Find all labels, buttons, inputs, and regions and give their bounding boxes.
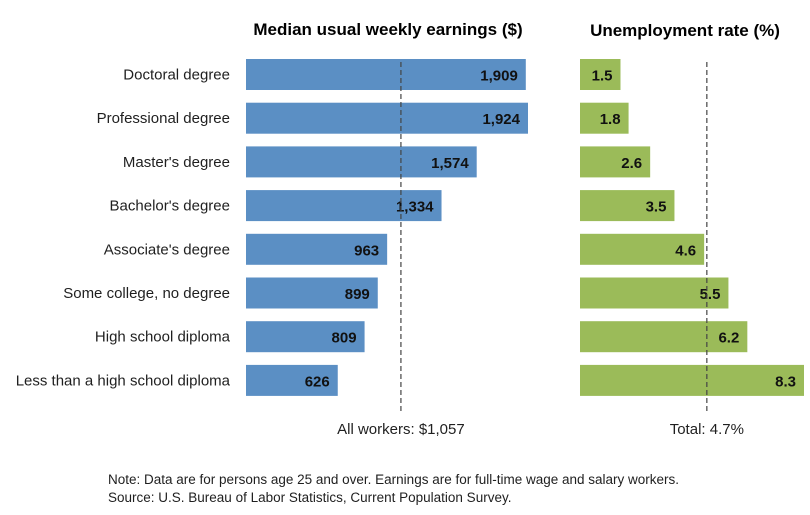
category-label: Master's degree (123, 154, 230, 171)
unemployment-value-label: 4.6 (675, 242, 696, 259)
unemployment-bar (580, 277, 729, 309)
category-label: Bachelor's degree (110, 198, 230, 215)
unemployment-reference-label: Total: 4.7% (670, 421, 744, 438)
unemployment-bar (580, 146, 651, 178)
unemployment-bar (580, 190, 675, 222)
earnings-bar (246, 146, 477, 178)
unemployment-value-label: 5.5 (700, 286, 721, 303)
category-label: Some college, no degree (63, 285, 230, 302)
unemployment-bar (580, 233, 705, 265)
earnings-value-label: 809 (332, 330, 357, 347)
chart-note: Note: Data are for persons age 25 and ov… (108, 472, 679, 487)
category-label: Less than a high school diploma (16, 372, 231, 389)
category-label: Professional degree (97, 110, 230, 127)
earnings-chart-title: Median usual weekly earnings ($) (253, 20, 522, 39)
unemployment-bars: 1.5 1.8 2.6 3.5 4.6 5.5 6.2 8.3 (580, 59, 804, 396)
earnings-bar (246, 190, 442, 222)
unemployment-value-label: 8.3 (775, 373, 796, 390)
unemployment-bar (580, 321, 748, 353)
earnings-value-label: 963 (354, 242, 379, 259)
category-label: Associate's degree (104, 241, 230, 258)
unemployment-value-label: 6.2 (718, 330, 739, 347)
earnings-bar (246, 102, 528, 134)
unemployment-bar (580, 59, 621, 90)
chart-source: Source: U.S. Bureau of Labor Statistics,… (108, 490, 511, 505)
earnings-bars: 1,909 1,924 1,574 1,334 963 899 809 626 (246, 59, 528, 396)
earnings-bar (246, 364, 338, 396)
unemployment-value-label: 1.5 (592, 68, 613, 85)
earnings-value-label: 1,924 (482, 111, 520, 128)
unemployment-bar (580, 364, 804, 396)
earnings-bar (246, 321, 365, 353)
earnings-bar (246, 59, 526, 90)
earnings-value-label: 1,574 (431, 155, 469, 172)
unemployment-bar (580, 102, 629, 134)
category-label: High school diploma (95, 329, 231, 346)
earnings-value-label: 899 (345, 286, 370, 303)
earnings-bar (246, 277, 378, 309)
earnings-bar (246, 233, 388, 265)
category-labels: Doctoral degree Professional degree Master… (16, 67, 231, 390)
earnings-reference-label: All workers: $1,057 (337, 421, 465, 438)
unemployment-value-label: 1.8 (600, 111, 621, 128)
earnings-value-label: 626 (305, 373, 330, 390)
earnings-value-label: 1,909 (480, 68, 518, 85)
earnings-value-label: 1,334 (396, 199, 434, 216)
unemployment-value-label: 2.6 (621, 155, 642, 172)
category-label: Doctoral degree (123, 67, 230, 84)
unemployment-value-label: 3.5 (646, 199, 667, 216)
unemployment-chart-title: Unemployment rate (%) (590, 21, 780, 40)
